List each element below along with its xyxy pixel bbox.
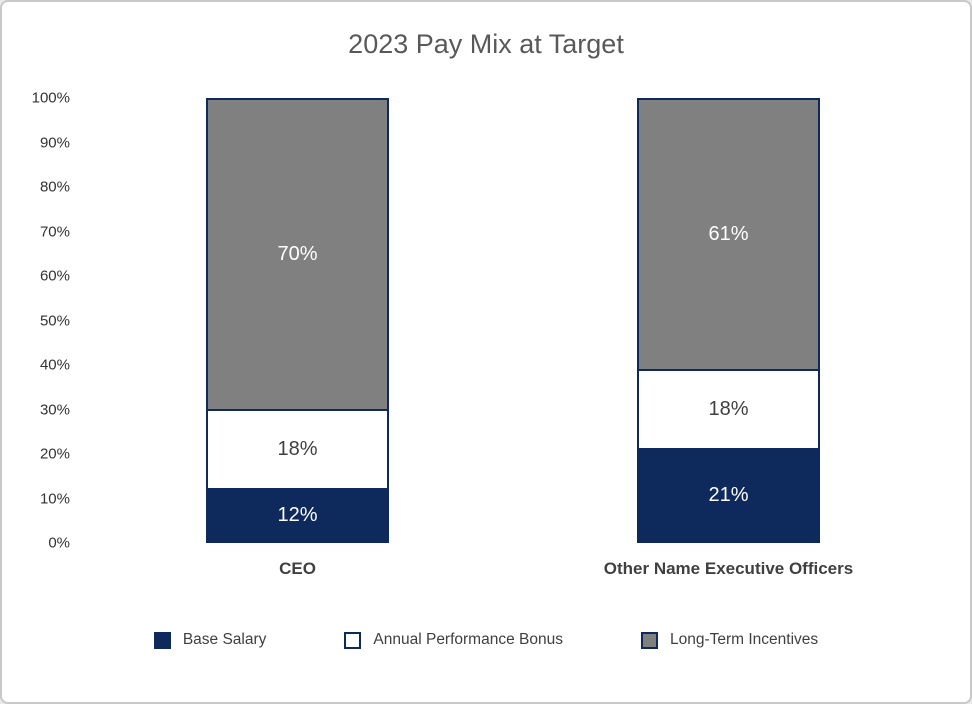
stacked-bar: 70% 18% 12%: [206, 98, 389, 543]
bar-segment: 70%: [208, 100, 387, 409]
category-label-ceo: CEO: [279, 559, 316, 578]
y-axis: 100% 90% 80% 70% 60% 50% 40% 30% 20% 10% 0%: [24, 90, 82, 552]
legend-label-long-term-incentives: Long-Term Incentives: [669, 631, 819, 648]
segment-value-label: 21%: [708, 484, 749, 507]
legend-item-long-term-incentives: Long-Term Incentives: [640, 631, 819, 649]
y-tick-label: 30%: [39, 401, 70, 418]
bars-area: 70% 18% 12% 61% 18% 21%: [82, 98, 944, 543]
category-label-other-neos: Other Name Executive Officers: [603, 559, 854, 578]
y-tick-label: 20%: [39, 445, 70, 463]
chart-title: 2023 Pay Mix at Target: [348, 29, 624, 59]
legend: Base Salary Annual Performance Bonus Lon…: [2, 631, 970, 649]
legend-swatch-long-term-incentives-icon: [640, 631, 658, 649]
legend-swatch-base-salary-icon: [153, 631, 171, 649]
bar-segment: 21%: [639, 448, 818, 541]
x-axis-spacer: [24, 559, 82, 579]
x-axis-labels: CEO Other Name Executive Officers: [24, 559, 944, 579]
y-tick-label: 90%: [39, 134, 70, 151]
legend-label-base-salary: Base Salary: [182, 631, 267, 648]
y-tick-label: 50%: [39, 312, 70, 329]
y-tick-label: 80%: [39, 178, 70, 196]
bar-column-other-neos: 61% 18% 21%: [513, 98, 944, 543]
segment-value-label: 12%: [277, 504, 318, 527]
bar-segment: 18%: [208, 408, 387, 489]
legend-item-annual-performance-bonus: Annual Performance Bonus: [344, 631, 563, 649]
legend-swatch-annual-performance-bonus-icon: [344, 631, 362, 649]
y-tick-label: 40%: [39, 356, 70, 374]
plot-area: 100% 90% 80% 70% 60% 50% 40% 30% 20% 10% 0% 70% 18%…: [24, 90, 944, 552]
bar-column-ceo: 70% 18% 12%: [82, 98, 513, 543]
y-tick-label: 10%: [39, 490, 70, 507]
y-tick-label: 60%: [39, 267, 70, 285]
y-tick-label: 0%: [48, 534, 70, 552]
stacked-bar: 61% 18% 21%: [637, 98, 820, 543]
segment-value-label: 61%: [708, 223, 749, 245]
bar-segment: 12%: [208, 488, 387, 541]
y-tick-label: 70%: [39, 223, 70, 240]
segment-value-label: 18%: [277, 437, 318, 460]
bar-segment: 61%: [639, 100, 818, 369]
segment-value-label: 18%: [708, 398, 749, 421]
y-tick-label: 100%: [31, 89, 70, 107]
segment-value-label: 70%: [277, 242, 318, 265]
bar-segment: 18%: [639, 369, 818, 449]
legend-item-base-salary: Base Salary: [153, 631, 267, 649]
legend-label-annual-performance-bonus: Annual Performance Bonus: [373, 631, 563, 648]
